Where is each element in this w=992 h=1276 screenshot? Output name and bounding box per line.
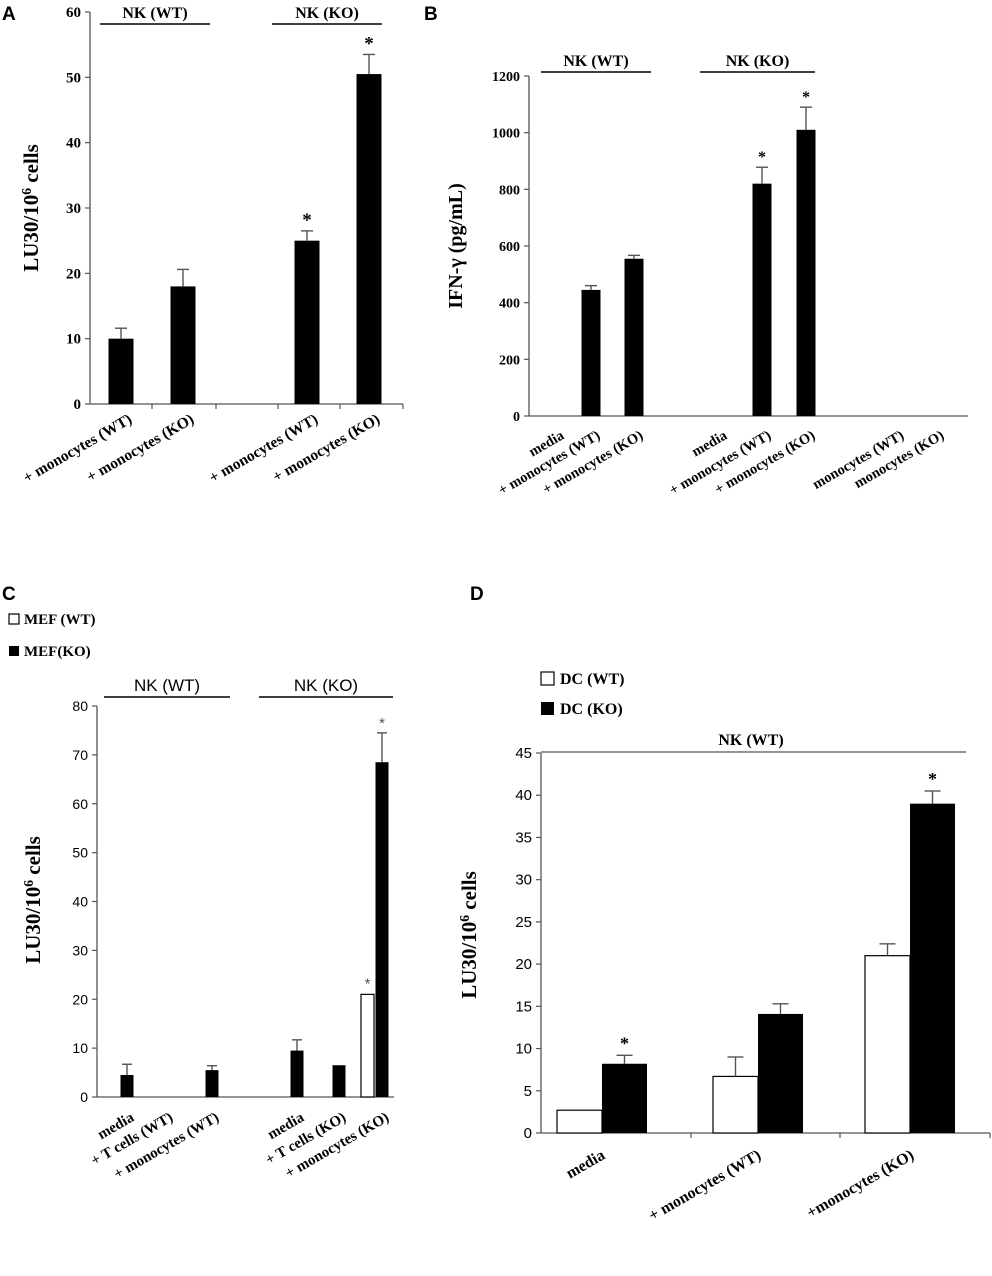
y-tick-label: 1200 xyxy=(492,70,520,85)
legend-label-dc-wt: DC (WT) xyxy=(560,671,624,688)
bar xyxy=(108,338,134,404)
x-category-label: + monocytes (WT) xyxy=(206,411,321,487)
legend-label-mef-wt: MEF (WT) xyxy=(24,612,96,628)
bar-ko xyxy=(375,762,389,1097)
y-tick-label: 20 xyxy=(72,991,88,1007)
y-tick-label: 35 xyxy=(515,829,532,846)
y-tick-label: 30 xyxy=(66,201,81,217)
y-tick-label: 10 xyxy=(66,332,81,348)
y-tick-label: 45 xyxy=(515,745,532,762)
bar-ko xyxy=(120,1075,134,1097)
y-tick-label: 600 xyxy=(499,240,520,255)
legend-swatch-mef-wt xyxy=(8,613,20,625)
significance-star: * xyxy=(379,715,385,732)
y-tick-label: 5 xyxy=(524,1083,532,1100)
y-tick-label: 10 xyxy=(515,1041,532,1058)
bar-wt xyxy=(360,993,375,1098)
group-nk-wt-label: NK (WT) xyxy=(718,732,783,749)
y-tick-label: 40 xyxy=(66,136,81,152)
y-axis-title: LU30/106 cells xyxy=(21,836,46,964)
bar xyxy=(796,129,816,417)
panel-letter-d: D xyxy=(470,584,484,605)
group-nk-wt-label: NK (WT) xyxy=(563,53,628,70)
y-tick-label: 25 xyxy=(515,914,532,931)
significance-star: * xyxy=(928,769,937,789)
y-tick-label: 0 xyxy=(524,1125,532,1142)
y-tick-label: 40 xyxy=(72,894,88,910)
x-category-label: + monocytes (WT) xyxy=(20,411,135,487)
y-tick-label: 15 xyxy=(515,998,532,1015)
y-tick-label: 50 xyxy=(66,70,81,86)
y-tick-label: 800 xyxy=(499,183,520,198)
y-axis-title: LU30/106 cells xyxy=(457,871,482,999)
legend-swatch-dc-wt xyxy=(540,671,555,686)
significance-star: * xyxy=(364,33,374,54)
panel-d-chart: 0 5 10 15 20 25 30 35 40 45 LU30/106 cells DC (WT) D… xyxy=(457,671,991,1225)
y-tick-label: 400 xyxy=(499,297,520,312)
x-category-label: + monocytes (KO) xyxy=(84,411,197,486)
y-tick-label: 200 xyxy=(499,353,520,368)
y-tick-label: 40 xyxy=(515,787,532,804)
bar-wt xyxy=(556,1109,603,1134)
bar-ko xyxy=(758,1013,803,1133)
bar xyxy=(581,289,601,416)
panel-letter-b: B xyxy=(424,4,438,25)
x-category-label: +monocytes (KO) xyxy=(804,1147,917,1222)
group-nk-ko-label: NK (KO) xyxy=(294,676,358,695)
significance-star: * xyxy=(802,89,810,106)
y-tick-label: 0 xyxy=(80,1089,88,1105)
group-nk-wt-label: NK (WT) xyxy=(134,676,200,695)
bar-ko xyxy=(332,1065,346,1097)
y-axis-title: IFN-γ (pg/mL) xyxy=(445,183,467,308)
group-nk-wt-label: NK (WT) xyxy=(122,5,187,22)
panel-c-chart: 0 10 20 30 40 50 60 70 80 LU30/106 cells MEF (WT) M… xyxy=(8,612,394,1183)
y-tick-label: 0 xyxy=(513,410,520,425)
significance-star: * xyxy=(620,1033,629,1053)
y-tick-label: 30 xyxy=(515,872,532,889)
y-tick-label: 30 xyxy=(72,942,88,958)
y-axis-title: LU30/106 cells xyxy=(19,144,44,272)
panel-letter-c: C xyxy=(2,584,16,605)
y-tick-label: 70 xyxy=(72,747,88,763)
y-tick-label: 10 xyxy=(72,1040,88,1056)
bar-ko xyxy=(602,1063,647,1133)
group-nk-ko-label: NK (KO) xyxy=(726,53,790,70)
bar xyxy=(294,240,320,404)
significance-star: * xyxy=(758,149,766,166)
bar xyxy=(752,183,772,416)
bar xyxy=(356,74,382,405)
bar-ko xyxy=(205,1070,219,1097)
bar-ko xyxy=(910,803,955,1133)
legend-label-dc-ko: DC (KO) xyxy=(560,701,623,718)
y-tick-label: 20 xyxy=(515,956,532,973)
bar-wt xyxy=(712,1075,759,1134)
panel-a-chart: 0 10 20 30 40 50 60 LU30/106 cells * * + monocytes… xyxy=(19,5,404,487)
legend-label-mef-ko: MEF(KO) xyxy=(24,644,91,660)
x-category-label: + monocytes (KO) xyxy=(270,411,383,486)
group-nk-ko-label: NK (KO) xyxy=(295,5,359,22)
y-tick-label: 20 xyxy=(66,266,81,282)
significance-star: * xyxy=(365,975,371,992)
y-tick-label: 1000 xyxy=(492,127,520,142)
bar-wt xyxy=(864,955,911,1134)
significance-star: * xyxy=(302,210,312,231)
y-tick-label: 80 xyxy=(72,698,88,714)
bar-ko xyxy=(290,1050,304,1097)
bar xyxy=(170,286,196,404)
bar xyxy=(624,258,644,416)
y-tick-label: 50 xyxy=(72,845,88,861)
legend-swatch-mef-ko xyxy=(9,646,19,656)
x-category-label: media xyxy=(563,1147,608,1183)
legend-swatch-dc-ko xyxy=(541,702,554,715)
panel-letter-a: A xyxy=(2,4,16,25)
y-tick-label: 0 xyxy=(74,397,82,413)
y-tick-label: 60 xyxy=(66,5,81,21)
x-category-label: + monocytes (WT) xyxy=(646,1147,764,1225)
y-tick-label: 60 xyxy=(72,796,88,812)
